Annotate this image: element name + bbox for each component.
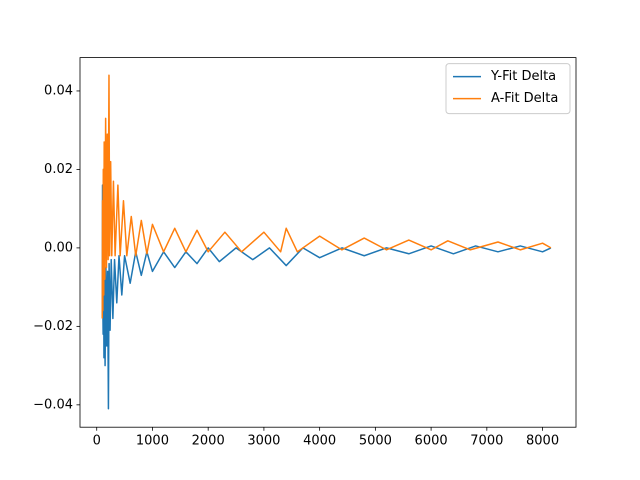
legend-label: A-Fit Delta bbox=[491, 91, 558, 106]
x-tick-label: 2000 bbox=[192, 434, 225, 449]
y-tick-label: −0.02 bbox=[33, 319, 73, 334]
series-line bbox=[101, 184, 552, 410]
y-tick-label: 0.02 bbox=[44, 162, 73, 177]
y-tick-label: −0.04 bbox=[33, 397, 73, 412]
x-tick-label: 7000 bbox=[470, 434, 503, 449]
x-tick-label: 3000 bbox=[247, 434, 280, 449]
x-tick-label: 5000 bbox=[359, 434, 392, 449]
y-tick-label: 0.04 bbox=[44, 83, 73, 98]
x-tick-label: 4000 bbox=[303, 434, 336, 449]
x-tick-label: 1000 bbox=[136, 434, 169, 449]
x-tick-label: 6000 bbox=[415, 434, 448, 449]
plot-frame bbox=[79, 57, 577, 428]
legend-label: Y-Fit Delta bbox=[490, 69, 556, 84]
x-tick-label: 0 bbox=[93, 434, 101, 449]
series-line bbox=[101, 74, 552, 319]
x-tick-label: 8000 bbox=[526, 434, 559, 449]
y-tick-label: 0.00 bbox=[44, 240, 73, 255]
